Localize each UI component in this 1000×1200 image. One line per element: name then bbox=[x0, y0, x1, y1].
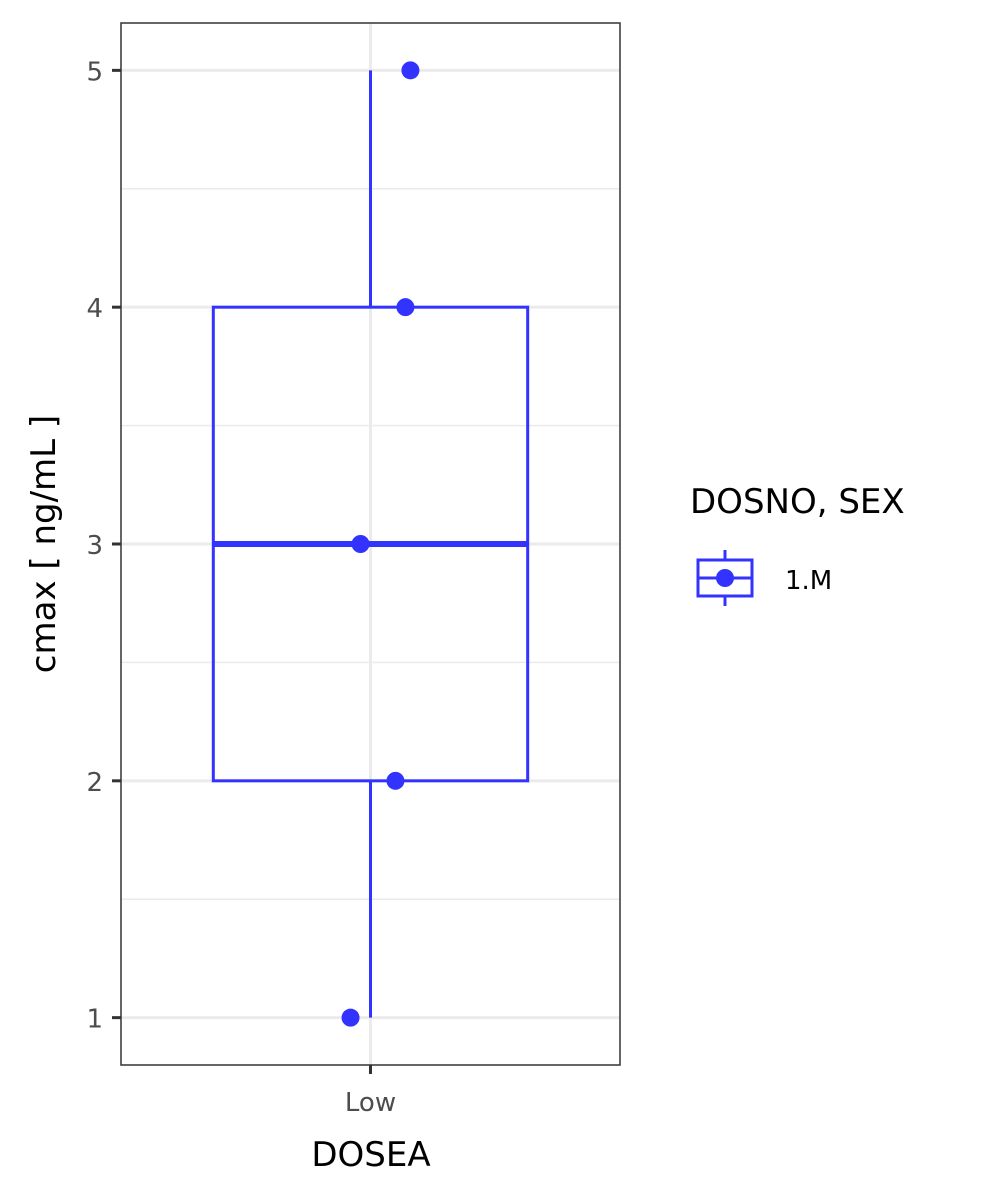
y-axis-title: cmax [ ng/mL ] bbox=[24, 415, 64, 673]
points-layer bbox=[341, 61, 420, 1027]
data-point bbox=[351, 535, 370, 553]
y-tick-label: 5 bbox=[86, 57, 103, 87]
data-point bbox=[396, 298, 415, 317]
axes: 1 2 3 4 5 Low bbox=[86, 57, 396, 1118]
data-point bbox=[341, 1008, 360, 1027]
y-tick-label: 2 bbox=[86, 768, 103, 798]
y-tick-label: 4 bbox=[86, 294, 103, 324]
legend-label: 1.M bbox=[785, 566, 832, 596]
legend-title: DOSNO, SEX bbox=[690, 482, 905, 522]
box-layer bbox=[211, 70, 530, 1018]
x-axis-title: DOSEA bbox=[311, 1135, 430, 1175]
data-point bbox=[386, 771, 405, 790]
data-point bbox=[401, 61, 420, 80]
y-tick-label: 1 bbox=[86, 1005, 103, 1035]
y-tick-label: 3 bbox=[86, 531, 103, 561]
legend: DOSNO, SEX 1.M bbox=[690, 482, 905, 606]
x-tick-label: Low bbox=[345, 1088, 396, 1118]
legend-key-1M bbox=[696, 550, 754, 606]
legend-key-point bbox=[716, 569, 734, 587]
